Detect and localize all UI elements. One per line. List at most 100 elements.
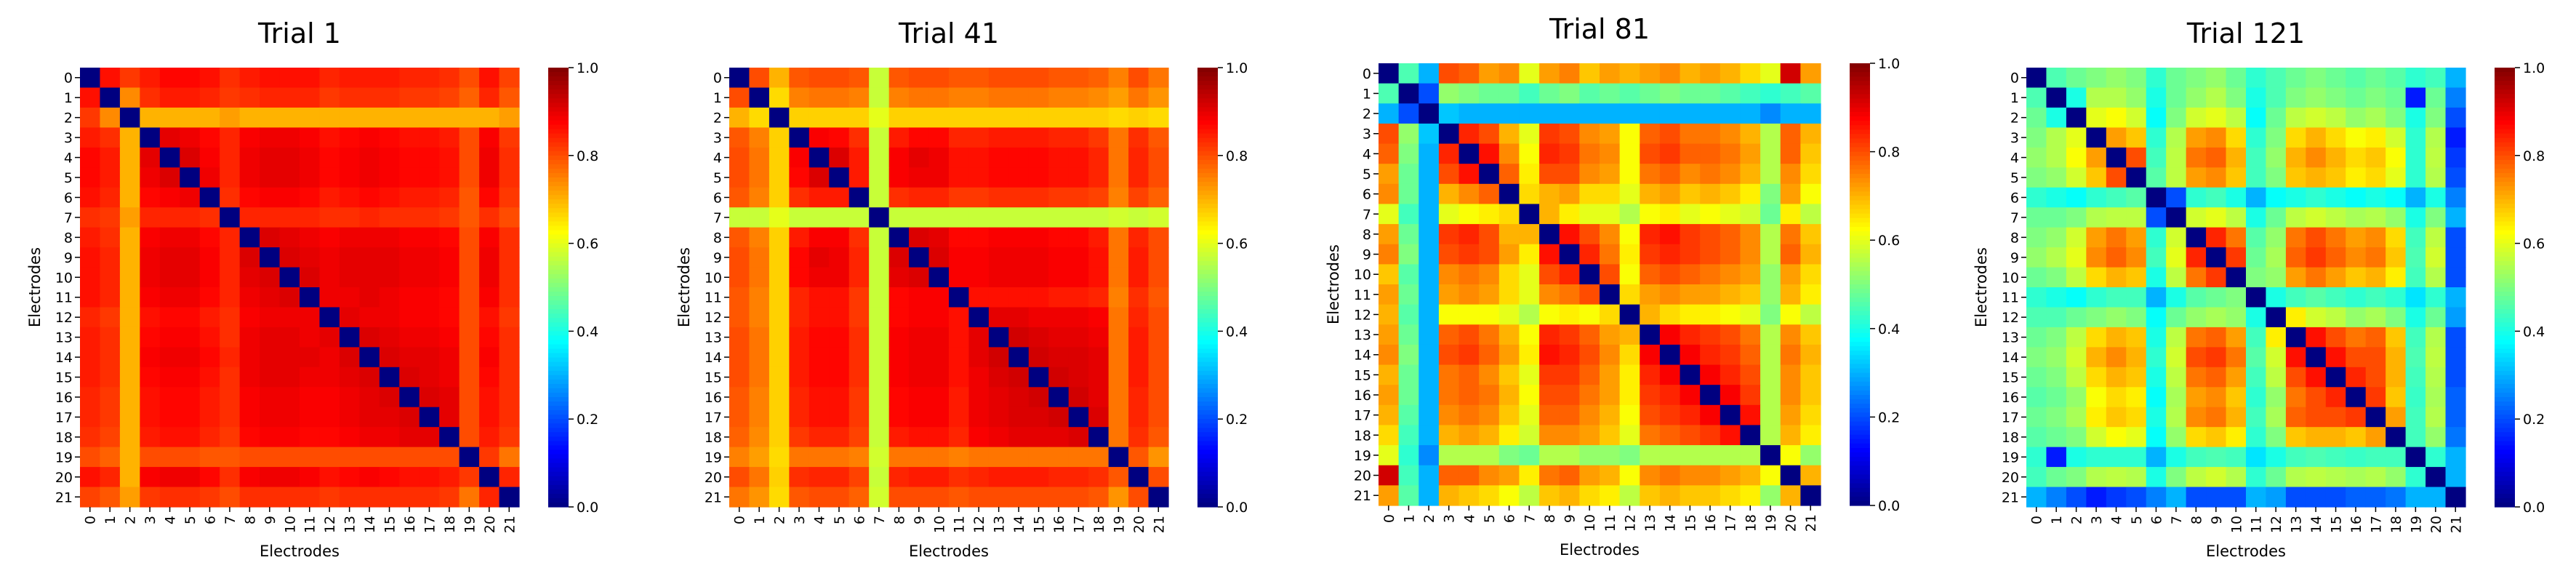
colorbar-segment	[1850, 107, 1870, 113]
colorbar-segment	[2495, 85, 2515, 90]
heatmap-cell	[2166, 167, 2187, 188]
heatmap-cell	[2026, 207, 2047, 228]
heatmap-cell	[260, 267, 281, 288]
heatmap-cell	[1559, 183, 1580, 205]
colorbar-segment	[548, 445, 569, 451]
heatmap-cell	[319, 447, 340, 468]
y-axis-label: Electrodes	[26, 247, 44, 327]
heatmap-cell	[1128, 487, 1149, 508]
heatmap-cell	[100, 227, 121, 248]
x-tick-label: 8	[891, 516, 907, 524]
heatmap-cell	[909, 307, 930, 328]
heatmap-cell	[2246, 387, 2267, 408]
heatmap-cell	[2066, 467, 2087, 488]
heatmap-cell	[1559, 404, 1580, 426]
colorbar-segment	[1197, 191, 1218, 196]
heatmap-cell	[1760, 83, 1781, 104]
x-tick-label: 9	[262, 516, 278, 524]
heatmap-cell	[80, 247, 101, 268]
colorbar-segment	[2495, 406, 2515, 411]
heatmap-cell	[319, 407, 340, 428]
heatmap-cell	[260, 247, 281, 268]
heatmap-cell	[119, 487, 140, 508]
heatmap-cell	[220, 467, 241, 488]
heatmap-cell	[399, 287, 420, 308]
heatmap-cell	[2346, 127, 2367, 148]
heatmap-cell	[1028, 407, 1049, 428]
heatmap-cell	[220, 227, 241, 248]
heatmap-cell	[239, 447, 260, 468]
heatmap-cell	[1088, 367, 1110, 388]
heatmap-cell	[2106, 207, 2127, 228]
heatmap-cell	[1048, 227, 1070, 248]
heatmap-cell	[1419, 244, 1440, 265]
heatmap-cell	[279, 447, 300, 468]
heatmap-cell	[2365, 367, 2386, 388]
heatmap-cell	[1438, 324, 1460, 345]
colorbar-segment	[1850, 209, 1870, 215]
heatmap-cell	[2146, 367, 2167, 388]
heatmap-cell	[2186, 68, 2207, 89]
heatmap-cell	[439, 407, 460, 428]
colorbar-segment	[2495, 497, 2515, 503]
heatmap-cell	[749, 247, 770, 268]
heatmap-cell	[2146, 467, 2167, 488]
heatmap-cell	[2206, 347, 2227, 368]
y-tick-label: 21	[2002, 489, 2019, 505]
x-tick-label: 20	[1783, 514, 1799, 532]
colorbar-segment	[548, 348, 569, 354]
colorbar-segment	[1197, 221, 1218, 227]
heatmap-cell	[988, 267, 1009, 288]
heatmap-cell	[988, 347, 1009, 368]
heatmap-cell	[1579, 83, 1600, 104]
colorbar-segment	[1850, 231, 1870, 236]
y-tick-label: 8	[1363, 227, 1371, 243]
heatmap-cell	[119, 127, 140, 148]
y-tick-label: 1	[1363, 86, 1371, 102]
heatmap-cell	[2425, 467, 2447, 488]
heatmap-cell	[1379, 143, 1400, 164]
heatmap-cell	[2226, 467, 2247, 488]
heatmap-cell	[1419, 364, 1440, 385]
x-tick-label: 7	[2169, 516, 2185, 524]
heatmap-cell	[2146, 447, 2167, 468]
heatmap-cell	[220, 387, 241, 408]
colorbar-segment	[548, 225, 569, 231]
heatmap-cell	[2325, 167, 2346, 188]
heatmap-cell	[260, 147, 281, 168]
heatmap-cell	[499, 307, 520, 328]
heatmap-cell	[2126, 247, 2147, 268]
heatmap-cell	[1600, 123, 1621, 145]
heatmap-cell	[749, 287, 770, 308]
heatmap-cell	[399, 187, 420, 208]
heatmap-cell	[2166, 407, 2187, 428]
heatmap-cell	[300, 68, 321, 89]
heatmap-cell	[1479, 404, 1500, 426]
heatmap-cell	[1680, 83, 1701, 104]
heatmap-4: Trial 1210123456789101112131415161718192…	[1973, 17, 2545, 560]
heatmap-cell	[2445, 247, 2466, 268]
heatmap-cell	[2386, 247, 2407, 268]
heatmap-cell	[1700, 204, 1721, 225]
heatmap-cell	[968, 68, 990, 89]
heatmap-cell	[729, 447, 750, 468]
heatmap-cell	[2186, 387, 2207, 408]
heatmap-cell	[888, 187, 910, 208]
heatmap-cell	[1600, 264, 1621, 285]
heatmap-cell	[769, 307, 790, 328]
y-tick-label: 13	[55, 330, 73, 346]
heatmap-cell	[1800, 264, 1821, 285]
heatmap-cell	[119, 427, 140, 448]
heatmap-cell	[749, 447, 770, 468]
heatmap-cell	[1498, 465, 1520, 486]
heatmap-cell	[1088, 327, 1110, 348]
heatmap-cell	[2365, 127, 2386, 148]
heatmap-cell	[1128, 147, 1149, 168]
colorbar-segment	[1850, 143, 1870, 148]
x-tick-label: 13	[1642, 514, 1658, 532]
colorbar-segment	[1850, 271, 1870, 276]
heatmap-cell	[499, 187, 520, 208]
heatmap-cell	[239, 87, 260, 108]
heatmap-cell	[1519, 63, 1540, 84]
heatmap-cell	[379, 167, 400, 188]
